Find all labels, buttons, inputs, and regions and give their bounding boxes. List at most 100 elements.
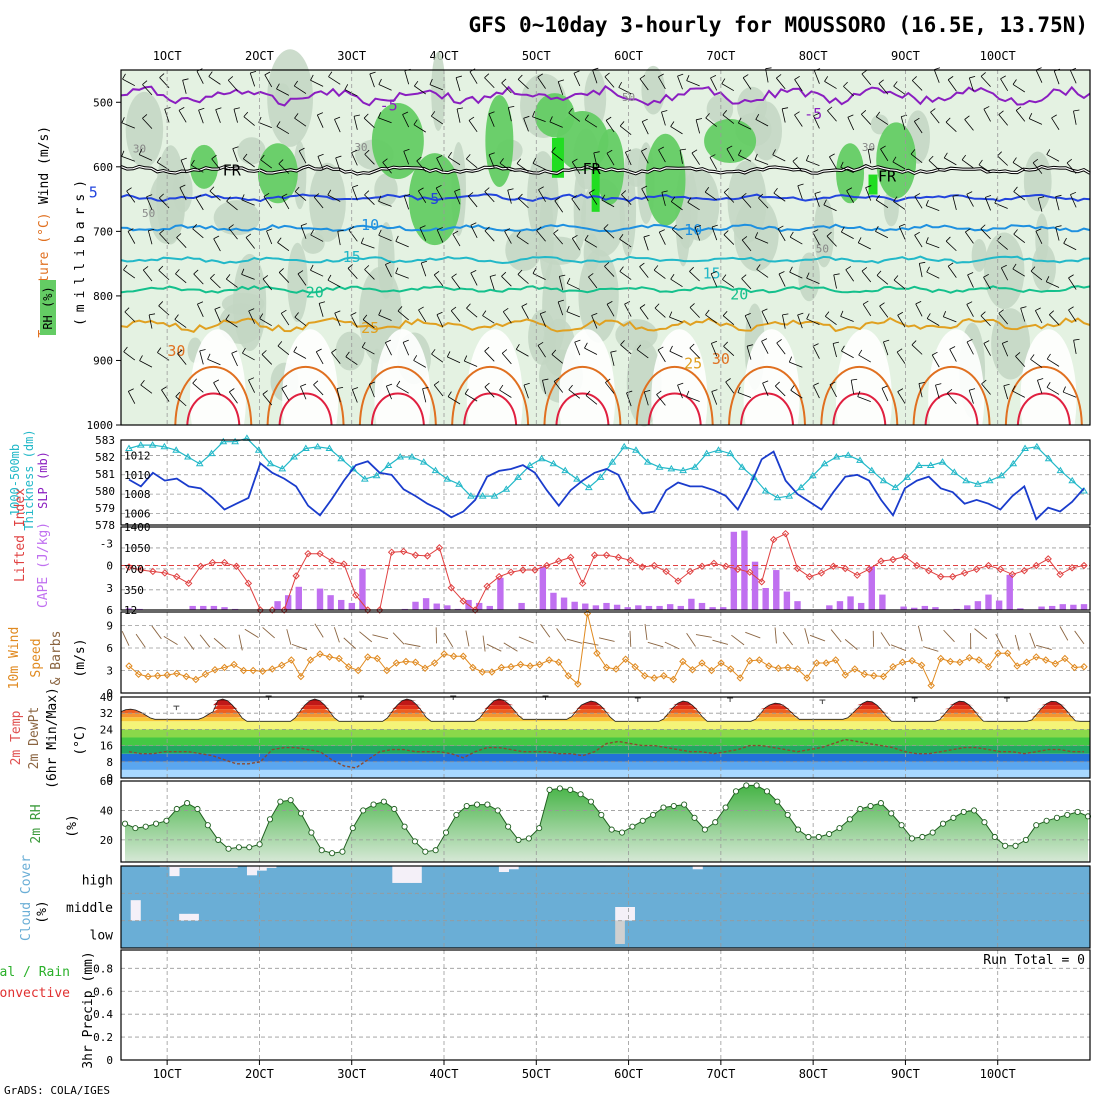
wind-barb-flag <box>636 344 642 350</box>
wind-barb <box>571 161 581 175</box>
wind-barb <box>670 201 683 211</box>
wind-barb <box>126 190 136 203</box>
wind-barb-flag <box>610 350 617 353</box>
wind-barb-flag <box>878 79 884 84</box>
wind-barb-flag <box>1046 353 1051 360</box>
contour-line-10 <box>120 223 1091 233</box>
thickness-point <box>313 442 322 450</box>
wind-barb-flag <box>585 390 591 396</box>
wind-barb-flag <box>945 117 951 123</box>
wind-barb <box>331 352 341 364</box>
wind-barb-flag <box>985 194 992 198</box>
wind-barb <box>347 268 358 280</box>
thickness-point <box>1044 454 1053 462</box>
wind-barb <box>142 269 153 282</box>
y-left-tick-label: 0 <box>106 560 113 573</box>
wind-barb-flag <box>949 346 956 350</box>
rh-point <box>277 798 284 805</box>
wind-barb <box>504 231 512 244</box>
wind-barb-flag <box>464 388 469 395</box>
wind-barb-flag <box>1049 310 1055 315</box>
wind-barb-flag <box>658 146 665 151</box>
wind-barb <box>619 238 632 248</box>
wind-barb <box>841 350 854 359</box>
wind-barb <box>557 81 564 96</box>
wind-barb-flag <box>841 345 845 352</box>
wind-barb-flag <box>161 386 167 391</box>
wind-barb <box>983 343 991 356</box>
thickness-point <box>372 471 381 479</box>
thickness-point <box>537 454 546 462</box>
wind-barb-flag <box>310 229 314 236</box>
wind-barb <box>351 389 358 403</box>
wind-barb-flag <box>1055 225 1062 228</box>
barb-10m <box>392 632 405 645</box>
wind-barb-flag <box>892 156 897 163</box>
wind-barb-flag <box>603 224 609 229</box>
wind-barb <box>121 156 135 162</box>
li-point <box>447 584 456 592</box>
wind-barb-flag <box>865 185 872 188</box>
wind-barb <box>850 380 855 394</box>
rh-point <box>784 811 791 818</box>
wind-barb <box>146 196 153 210</box>
barb-10m <box>444 632 454 648</box>
wind10-point <box>440 650 448 658</box>
barb-10m <box>286 629 292 645</box>
contour-label: FR <box>878 168 897 186</box>
rh-shade-mid <box>641 65 666 115</box>
cloud-high-gap <box>198 866 209 868</box>
wind-barb <box>1030 270 1043 281</box>
wind-barb <box>158 305 170 316</box>
wind-barb-flag <box>670 274 675 280</box>
wind10-point <box>669 675 678 684</box>
wind-barb <box>878 83 889 95</box>
wind-barb <box>293 351 307 359</box>
wind-barb <box>861 73 872 86</box>
wind-barb-flag <box>776 339 782 344</box>
wind-barb-flag <box>805 154 809 161</box>
thickness-point <box>1068 476 1077 484</box>
rh-point <box>743 782 750 789</box>
wind-barb <box>794 114 803 127</box>
thickness-point <box>985 476 994 484</box>
cloud-level-label: high <box>82 874 113 889</box>
wind-barb-flag <box>559 274 566 277</box>
wind-barb <box>404 70 410 85</box>
wind-barb-flag <box>192 224 197 230</box>
wind-barb <box>1034 310 1043 324</box>
wind-barb <box>826 235 837 247</box>
thickness-point <box>808 471 817 479</box>
thickness-point <box>408 453 416 460</box>
wind10-point <box>258 667 267 675</box>
li-point <box>948 572 957 581</box>
wind-barb <box>776 342 786 355</box>
wind-barb <box>300 386 307 400</box>
wind-barb-flag <box>639 262 645 267</box>
li-point <box>244 579 253 588</box>
panel2-slp-label: SLP (mb) <box>36 451 50 509</box>
y-tick-label: 24 <box>100 723 114 736</box>
wind-barb <box>310 234 324 242</box>
y-tick-label: 40 <box>100 804 113 817</box>
rh-point <box>463 802 470 810</box>
rh-shade-bright <box>591 166 600 212</box>
wind-barb-flag <box>571 195 577 200</box>
thickness-point <box>561 466 570 474</box>
wind-barb-flag <box>601 194 606 201</box>
wind-barb-flag <box>591 313 598 316</box>
wind-barb <box>351 152 358 166</box>
thickness-point <box>596 473 605 480</box>
barb-10m <box>629 630 632 647</box>
wind-barb-flag <box>1045 276 1050 282</box>
wind-barb-flag <box>516 158 521 164</box>
wind-barb <box>913 121 923 134</box>
wind-barb-flag <box>1063 237 1067 244</box>
wind-barb-flag <box>300 383 307 387</box>
barb-10m <box>151 625 162 640</box>
wind-barb-flag <box>488 152 495 156</box>
wind-barb-flag <box>1046 382 1051 388</box>
contour-line-30 <box>451 365 530 426</box>
wind-barb-flag <box>998 110 1004 115</box>
cape-bar <box>677 605 684 610</box>
